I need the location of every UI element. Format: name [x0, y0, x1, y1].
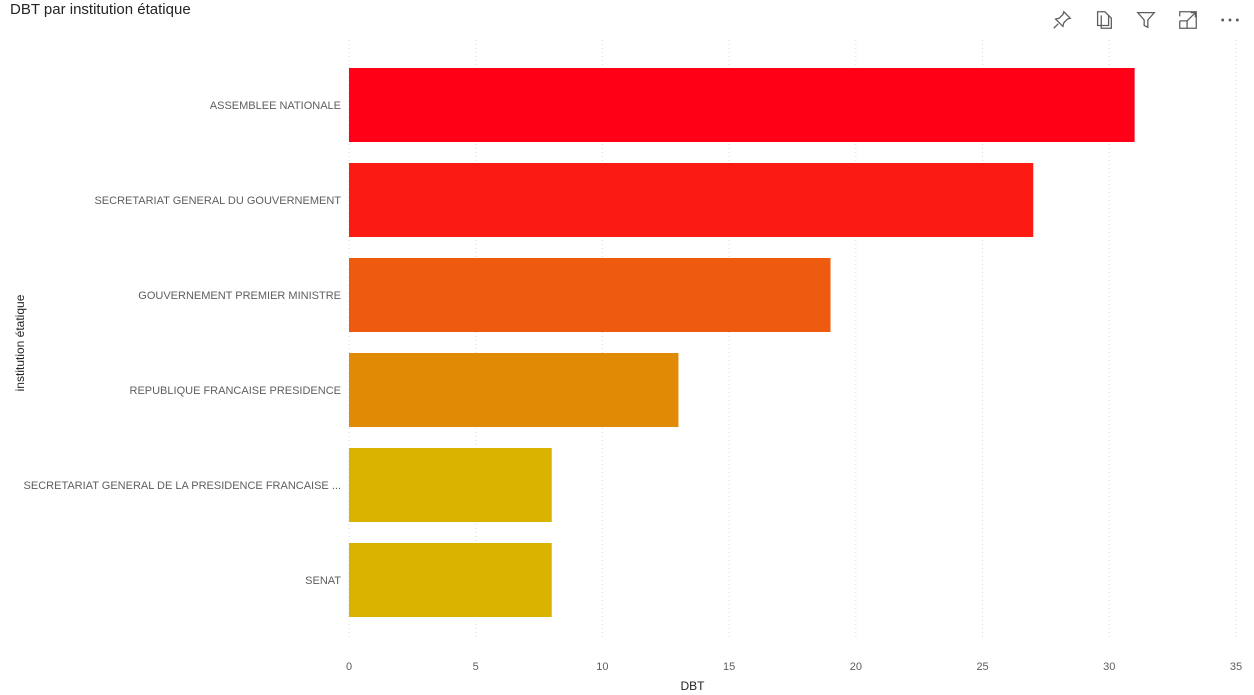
- category-label: SECRETARIAT GENERAL DU GOUVERNEMENT: [94, 195, 341, 207]
- bar[interactable]: [349, 448, 552, 522]
- bar[interactable]: [349, 68, 1135, 142]
- more-options-icon[interactable]: [1216, 6, 1244, 34]
- x-tick-label: 30: [1103, 661, 1115, 673]
- x-tick-label: 5: [473, 661, 479, 673]
- category-label: SECRETARIAT GENERAL DE LA PRESIDENCE FRA…: [24, 480, 341, 492]
- x-tick-label: 20: [850, 661, 862, 673]
- y-axis-title: institution étatique: [13, 294, 27, 391]
- pin-icon[interactable]: [1048, 6, 1076, 34]
- x-tick-labels: 0 5 10 15 20 25 30 35: [346, 661, 1242, 673]
- category-label: REPUBLIQUE FRANCAISE PRESIDENCE: [130, 385, 342, 397]
- x-tick-label: 25: [976, 661, 988, 673]
- x-axis-title: DBT: [681, 679, 706, 693]
- x-tick-label: 0: [346, 661, 352, 673]
- copy-icon[interactable]: [1090, 6, 1118, 34]
- x-tick-label: 10: [596, 661, 608, 673]
- bar[interactable]: [349, 353, 679, 427]
- filter-icon[interactable]: [1132, 6, 1160, 34]
- category-label: ASSEMBLEE NATIONALE: [210, 100, 341, 112]
- x-tick-label: 15: [723, 661, 735, 673]
- bars: [349, 68, 1135, 617]
- visual-header-toolbar: [1048, 6, 1244, 34]
- category-label: SENAT: [305, 575, 341, 587]
- x-tick-label: 35: [1230, 661, 1242, 673]
- category-labels: ASSEMBLEE NATIONALE SECRETARIAT GENERAL D…: [24, 100, 342, 587]
- bar[interactable]: [349, 258, 831, 332]
- chart-title: DBT par institution étatique: [10, 1, 191, 18]
- bar[interactable]: [349, 163, 1034, 237]
- bar[interactable]: [349, 543, 552, 617]
- category-label: GOUVERNEMENT PREMIER MINISTRE: [138, 290, 341, 302]
- focus-mode-icon[interactable]: [1174, 6, 1202, 34]
